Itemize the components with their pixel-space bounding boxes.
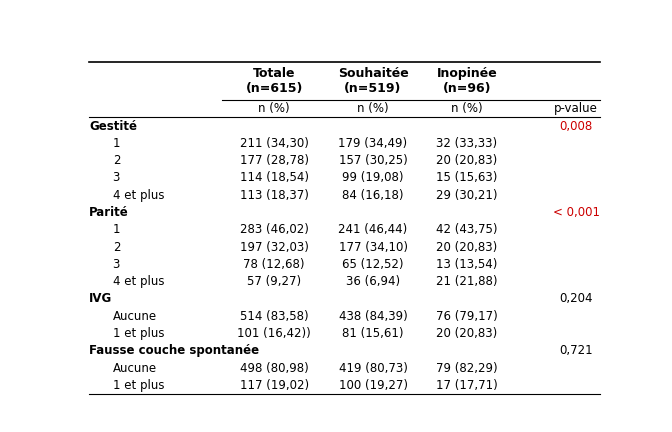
Text: p-value: p-value — [554, 102, 598, 115]
Text: Fausse couche spontanée: Fausse couche spontanée — [89, 344, 259, 357]
Text: 241 (46,44): 241 (46,44) — [339, 223, 408, 236]
Text: 117 (19,02): 117 (19,02) — [239, 379, 308, 392]
Text: 0,204: 0,204 — [559, 292, 593, 305]
Text: 13 (13,54): 13 (13,54) — [436, 258, 497, 271]
Text: 419 (80,73): 419 (80,73) — [339, 362, 407, 375]
Text: 57 (9,27): 57 (9,27) — [247, 275, 301, 288]
Text: 1: 1 — [113, 137, 120, 150]
Text: IVG: IVG — [89, 292, 112, 305]
Text: 2: 2 — [113, 154, 120, 167]
Text: 84 (16,18): 84 (16,18) — [342, 189, 404, 202]
Text: 42 (43,75): 42 (43,75) — [436, 223, 497, 236]
Text: 20 (20,83): 20 (20,83) — [436, 241, 497, 254]
Text: 20 (20,83): 20 (20,83) — [436, 154, 497, 167]
Text: 0,721: 0,721 — [559, 344, 593, 357]
Text: 1: 1 — [113, 223, 120, 236]
Text: n (%): n (%) — [258, 102, 290, 115]
Text: 179 (34,49): 179 (34,49) — [339, 137, 408, 150]
Text: 211 (34,30): 211 (34,30) — [240, 137, 308, 150]
Text: 36 (6,94): 36 (6,94) — [346, 275, 400, 288]
Text: 100 (19,27): 100 (19,27) — [339, 379, 407, 392]
Text: 15 (15,63): 15 (15,63) — [436, 172, 497, 184]
Text: 65 (12,52): 65 (12,52) — [342, 258, 404, 271]
Text: 81 (15,61): 81 (15,61) — [342, 327, 404, 340]
Text: 514 (83,58): 514 (83,58) — [240, 310, 308, 323]
Text: Totale
(n=615): Totale (n=615) — [245, 67, 303, 95]
Text: 4 et plus: 4 et plus — [113, 189, 164, 202]
Text: 177 (34,10): 177 (34,10) — [339, 241, 407, 254]
Text: 113 (18,37): 113 (18,37) — [240, 189, 308, 202]
Text: 498 (80,98): 498 (80,98) — [240, 362, 308, 375]
Text: 79 (82,29): 79 (82,29) — [436, 362, 497, 375]
Text: 1 et plus: 1 et plus — [113, 379, 164, 392]
Text: 32 (33,33): 32 (33,33) — [436, 137, 497, 150]
Text: 3: 3 — [113, 258, 120, 271]
Text: Souhaitée
(n=519): Souhaitée (n=519) — [337, 67, 409, 95]
Text: n (%): n (%) — [451, 102, 482, 115]
Text: 101 (16,42)): 101 (16,42)) — [237, 327, 311, 340]
Text: 76 (79,17): 76 (79,17) — [436, 310, 498, 323]
Text: Aucune: Aucune — [113, 310, 157, 323]
Text: 0,008: 0,008 — [560, 120, 593, 133]
Text: 29 (30,21): 29 (30,21) — [436, 189, 497, 202]
Text: Gestité: Gestité — [89, 120, 137, 133]
Text: 2: 2 — [113, 241, 120, 254]
Text: 177 (28,78): 177 (28,78) — [240, 154, 308, 167]
Text: 3: 3 — [113, 172, 120, 184]
Text: 283 (46,02): 283 (46,02) — [240, 223, 308, 236]
Text: 1 et plus: 1 et plus — [113, 327, 164, 340]
Text: 78 (12,68): 78 (12,68) — [243, 258, 305, 271]
Text: n (%): n (%) — [358, 102, 389, 115]
Text: 438 (84,39): 438 (84,39) — [339, 310, 407, 323]
Text: 20 (20,83): 20 (20,83) — [436, 327, 497, 340]
Text: 114 (18,54): 114 (18,54) — [240, 172, 308, 184]
Text: Parité: Parité — [89, 206, 129, 219]
Text: 99 (19,08): 99 (19,08) — [342, 172, 404, 184]
Text: 17 (17,71): 17 (17,71) — [436, 379, 498, 392]
Text: 4 et plus: 4 et plus — [113, 275, 164, 288]
Text: 197 (32,03): 197 (32,03) — [240, 241, 308, 254]
Text: 21 (21,88): 21 (21,88) — [436, 275, 497, 288]
Text: Aucune: Aucune — [113, 362, 157, 375]
Text: Inopinée
(n=96): Inopinée (n=96) — [436, 67, 497, 95]
Text: < 0,001: < 0,001 — [552, 206, 599, 219]
Text: 157 (30,25): 157 (30,25) — [339, 154, 407, 167]
